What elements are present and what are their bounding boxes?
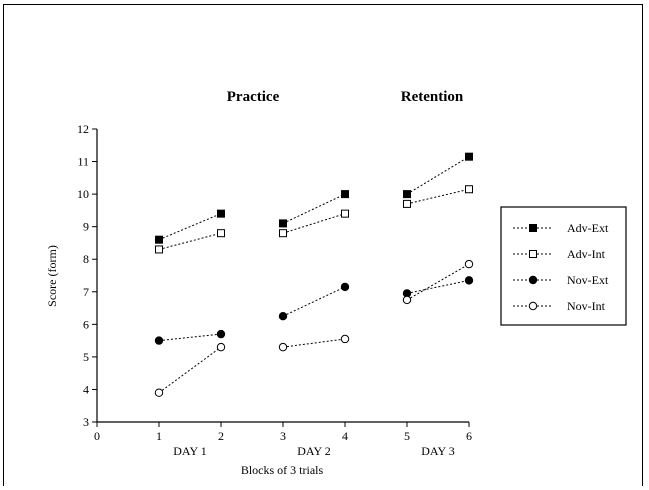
day-label: DAY 3 [421, 444, 454, 458]
data-point [464, 259, 474, 269]
title-retention: Retention [401, 89, 464, 105]
series-line-segment [406, 279, 470, 294]
legend-marker [528, 301, 538, 311]
data-point [278, 342, 288, 352]
legend-label: Nov-Int [567, 299, 606, 313]
y-tick-label: 4 [83, 382, 89, 396]
series-nov-ext [154, 276, 474, 345]
x-tick-label: 5 [404, 429, 410, 443]
data-point [403, 190, 411, 199]
series-line-segment [158, 346, 222, 394]
series-adv-int [155, 185, 473, 254]
legend-label: Adv-Ext [567, 221, 609, 235]
data-point [464, 276, 474, 285]
legend-marker [529, 250, 537, 258]
data-point [340, 282, 350, 292]
figure-frame [3, 4, 643, 486]
x-tick-label: 1 [156, 429, 162, 443]
y-tick-label: 7 [83, 285, 89, 299]
legend-marker [528, 275, 538, 285]
legend-label: Nov-Ext [567, 273, 609, 287]
x-tick-label: 6 [466, 429, 472, 443]
day-label: DAY 2 [297, 444, 330, 458]
x-tick-label: 0 [94, 429, 100, 443]
data-point [340, 334, 350, 344]
data-marks [154, 152, 474, 397]
series-line-segment [406, 156, 470, 195]
data-point [217, 209, 225, 218]
series-line-segment [282, 338, 346, 348]
series-line-segment [406, 188, 470, 205]
data-point [154, 336, 164, 345]
data-point [402, 295, 412, 305]
x-tick-label: 4 [342, 429, 348, 443]
data-point [465, 152, 473, 161]
legend-marker [529, 224, 537, 232]
legend: Adv-Ext Adv-Int Nov-Ext Nov-Int [500, 206, 627, 326]
x-axis-label: Blocks of 3 trials [241, 463, 324, 477]
data-point [216, 342, 226, 352]
data-point [155, 245, 163, 254]
data-point [278, 311, 288, 321]
y-tick-label: 8 [83, 252, 89, 266]
data-point [279, 229, 287, 238]
series-adv-ext [155, 152, 473, 244]
data-point [403, 199, 411, 208]
series-line-segment [158, 213, 222, 241]
y-tick-label: 5 [83, 350, 89, 364]
y-axis-label: Score (form) [45, 245, 59, 307]
x-tick-label: 3 [280, 429, 286, 443]
data-point [154, 388, 164, 397]
y-tick-label: 11 [77, 155, 89, 169]
legend-box [500, 206, 627, 326]
title-practice: Practice [227, 89, 280, 105]
series-line-segment [282, 193, 346, 224]
day-label: DAY 1 [173, 444, 206, 458]
data-point [279, 219, 287, 228]
data-point [217, 229, 225, 238]
data-point [465, 185, 473, 194]
series-line-segment [158, 232, 222, 250]
y-tick-label: 3 [83, 415, 89, 429]
data-point [216, 329, 226, 339]
series-line-segment [282, 213, 346, 234]
data-point [341, 190, 349, 199]
series-nov-int [154, 259, 474, 397]
y-tick-label: 9 [83, 220, 89, 234]
y-tick-label: 6 [83, 317, 89, 331]
y-tick-label: 10 [77, 187, 89, 201]
data-point [155, 235, 163, 244]
data-point [341, 209, 349, 218]
series-line-segment [158, 333, 222, 342]
x-tick-label: 2 [218, 429, 224, 443]
legend-label: Adv-Int [567, 247, 606, 261]
series-line-segment [282, 286, 346, 317]
y-tick-label: 12 [77, 122, 89, 136]
